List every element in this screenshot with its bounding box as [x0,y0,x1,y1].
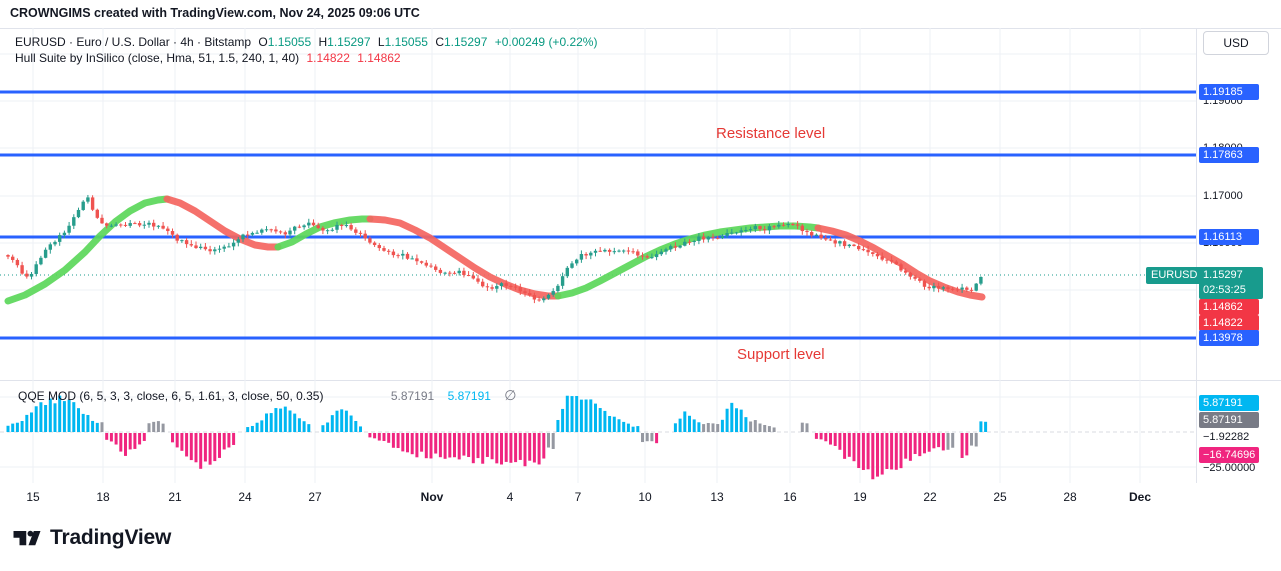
qqe-value-blue: 5.87191 [447,389,491,403]
current-price-badge: 1.15297 02:53:25 [1199,267,1263,299]
qqe-value-gray: 5.87191 [390,389,435,403]
time-axis-label: 22 [923,490,937,504]
price-axis-badge: 1.14822 [1199,315,1259,331]
footer [0,511,1281,571]
price-axis-badge: 1.13978 [1199,330,1259,346]
time-axis-label: 15 [26,490,40,504]
price-chart-pane[interactable] [0,28,1196,511]
price-axis-badge: 1.14862 [1199,299,1259,315]
price-axis-badge: −16.74696 [1199,447,1260,463]
time-axis-label: 4 [506,490,514,504]
time-axis-label: Nov [420,490,444,504]
empty-set-icon: ∅ [504,387,517,403]
symbol-title: EURUSD · Euro / U.S. Dollar · 4h · Bitst… [15,35,252,49]
resistance-level-label: Resistance level [716,125,826,142]
price-axis[interactable]: 1.15297 02:53:25 1.190001.180001.170001.… [1196,28,1281,511]
price-axis-badge: 1.16113 [1199,229,1259,245]
current-price-symbol-tag: EURUSD [1146,267,1203,284]
high-value: 1.15297 [327,35,371,49]
price-axis-badge: 1.17863 [1199,147,1259,163]
price-axis-label: −1.92282 [1203,431,1250,443]
open-value: 1.15055 [267,35,312,49]
price-axis-badge: 5.87191 [1199,412,1259,428]
qqe-legend-row[interactable]: QQE MOD (6, 5, 3, 3, close, 6, 5, 1.61, … [18,387,521,404]
low-label: L [377,35,385,49]
low-value: 1.15055 [384,35,428,49]
open-label: O [258,35,268,49]
qqe-title: QQE MOD (6, 5, 3, 3, close, 6, 5, 1.61, … [18,389,324,403]
hull-title: Hull Suite by InSilico (close, Hma, 51, … [15,51,300,65]
chart-top-border [0,28,1281,29]
time-axis-label: 21 [168,490,182,504]
hull-legend-row[interactable]: Hull Suite by InSilico (close, Hma, 51, … [15,51,405,65]
close-value: 1.15297 [443,35,488,49]
change-value: +0.00249 (+0.22%) [494,35,598,49]
time-axis[interactable]: 15 18 21 24 27 Nov 4 7 10 13 16 19 22 25 28 Dec [0,483,1281,511]
price-axis-badge: 1.19185 [1199,84,1259,100]
price-axis-badge: 5.87191 [1199,395,1259,411]
current-price-value: 1.15297 [1203,269,1243,281]
time-axis-label: Dec [1128,490,1152,504]
time-axis-label: 19 [853,490,867,504]
symbol-legend-row[interactable]: EURUSD · Euro / U.S. Dollar · 4h · Bitst… [15,35,601,49]
hull-value-2: 1.14862 [357,51,401,65]
time-axis-label: 7 [574,490,582,504]
countdown-timer: 02:53:25 [1203,284,1246,296]
time-axis-label: 18 [96,490,110,504]
time-axis-label: 28 [1063,490,1077,504]
time-axis-label: 13 [710,490,724,504]
pane-separator[interactable] [0,380,1281,381]
close-label: C [435,35,444,49]
page-title: CROWNGIMS created with TradingView.com, … [10,6,420,20]
time-axis-label: 24 [238,490,252,504]
tradingview-logo[interactable]: TradingView [12,526,171,550]
currency-toggle-button[interactable]: USD [1203,31,1269,55]
time-axis-label: 10 [638,490,652,504]
price-axis-label: −25.00000 [1203,462,1256,474]
hull-value-1: 1.14822 [306,51,350,65]
tradingview-logo-icon [12,527,42,550]
price-axis-label: 1.17000 [1203,190,1243,202]
time-axis-label: 25 [993,490,1007,504]
tradingview-logo-text: TradingView [50,526,172,549]
support-level-label: Support level [737,346,825,363]
high-label: H [318,35,328,49]
time-axis-label: 27 [308,490,322,504]
time-axis-label: 16 [783,490,797,504]
